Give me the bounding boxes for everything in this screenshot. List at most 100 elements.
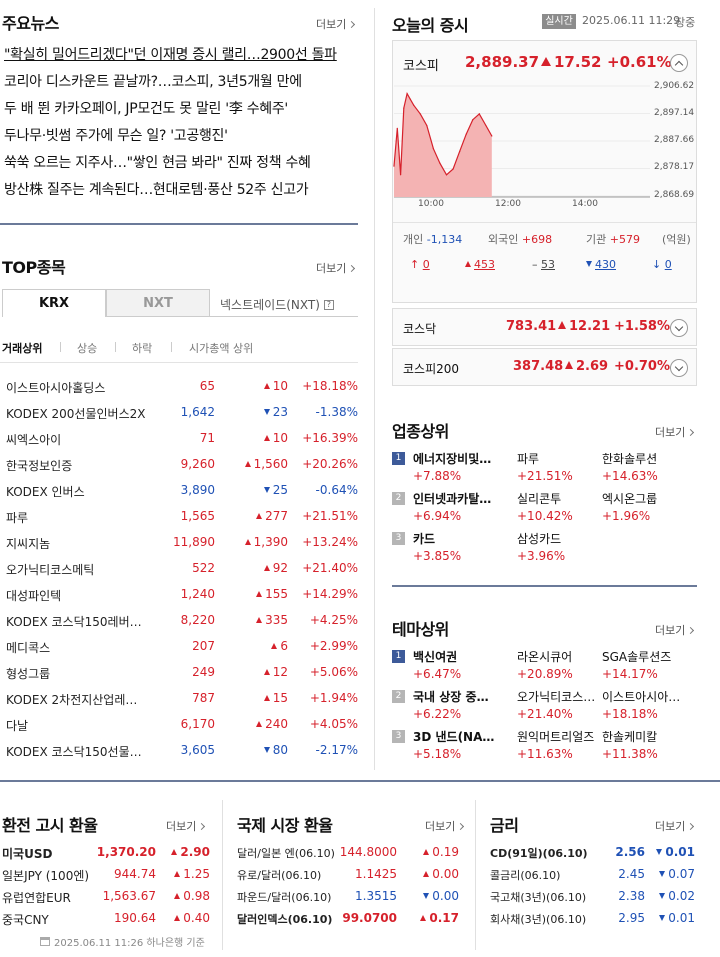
sectors-item[interactable]: 한화솔루션 +14.63% [602,450,687,483]
fx-name[interactable]: 중국CNY [2,913,49,927]
rate-name[interactable]: 회사채(3년)(06.10) [490,913,587,926]
table-row[interactable]: 다날 6,170 240 +4.05% [0,711,360,737]
news-item[interactable]: 코리아 디스카운트 끝날까?…코스피, 3년5개월 만에 [4,74,302,90]
tab-nxt[interactable]: NXT [106,289,210,317]
fx-row[interactable]: 일본JPY (100엔) 944.74 1.25 [2,867,214,889]
subtab-marketcap[interactable]: 시가총액 상위 [189,342,254,355]
intl-name[interactable]: 파운드/달러(06.10) [237,891,332,904]
themes-item[interactable]: SGA솔루션즈 +14.17% [602,648,687,681]
stock-name[interactable]: KODEX 2차전지산업레버리지 [6,693,146,707]
news-item[interactable]: 두나무·빗썸 주가에 무슨 일? '고공행진' [4,128,228,144]
expand-kospi200-button[interactable] [670,359,688,377]
sectors-item[interactable]: 엑시온그룹 +1.96% [602,490,687,523]
table-row[interactable]: 지씨지놈 11,890 1,390 +13.24% [0,529,360,555]
stock-name[interactable]: KODEX 코스닥150선물인버스 [6,745,146,759]
intl-row[interactable]: 유로/달러(06.10) 1.1425 0.00 [237,867,461,889]
stock-name[interactable]: 지씨지놈 [6,537,51,551]
table-row[interactable]: 형성그룹 249 12 +5.06% [0,659,360,685]
stock-name[interactable]: 한국정보인증 [6,459,73,473]
kosdaq-name[interactable]: 코스닥 [403,322,437,336]
sectors-item[interactable]: 삼성카드 +3.96% [517,530,602,563]
stock-name[interactable]: 오가닉티코스메틱 [6,563,95,577]
themes-item-name[interactable]: 원익머트리얼즈 [517,730,595,744]
stock-name[interactable]: 형성그룹 [6,667,51,681]
intl-name[interactable]: 유로/달러(06.10) [237,869,322,882]
sectors-item[interactable]: 카드 +3.85% [413,530,498,563]
stock-name[interactable]: KODEX 인버스 [6,485,85,499]
subtab-volume[interactable]: 거래상위 [2,342,43,355]
rate-name[interactable]: 콜금리(06.10) [490,869,561,882]
table-row[interactable]: KODEX 인버스 3,890 25 -0.64% [0,477,360,503]
rate-row[interactable]: CD(91일)(06.10) 2.56 0.01 [490,845,697,867]
sectors-item[interactable]: 파루 +21.51% [517,450,602,483]
stock-name[interactable]: 이스트아시아홀딩스 [6,381,106,395]
themes-item-name[interactable]: 3D 낸드(NAND) [413,730,498,744]
stock-name[interactable]: 메디콕스 [6,641,51,655]
intl-row[interactable]: 달러인덱스(06.10) 99.0700 0.17 [237,911,461,933]
stock-name[interactable]: KODEX 200선물인버스2X [6,407,146,421]
fx-name[interactable]: 미국USD [2,847,53,861]
themes-item[interactable]: 라온시큐어 +20.89% [517,648,602,681]
intl-more-link[interactable]: 더보기 [425,818,465,834]
table-row[interactable]: 이스트아시아홀딩스 65 10 +18.18% [0,373,360,399]
themes-item-name[interactable]: 라온시큐어 [517,650,573,664]
sectors-item[interactable]: 인터넷과카탈로그소매 +6.94% [413,490,498,523]
rates-more-link[interactable]: 더보기 [655,818,695,834]
themes-item[interactable]: 백신여권 +6.47% [413,648,498,681]
sectors-item-name[interactable]: 에너지장비및서비스 [413,452,498,466]
themes-item-name[interactable]: SGA솔루션즈 [602,650,672,664]
fx-row[interactable]: 중국CNY 190.64 0.40 [2,911,214,933]
news-item[interactable]: 쑥쑥 오르는 지주사…"쌓인 현금 봐라" 진짜 정책 수혜 [4,155,311,171]
flat-count[interactable]: – 53 [532,258,555,271]
kospi200-name[interactable]: 코스피200 [403,362,460,376]
themes-item[interactable]: 오가닉티코스메틱 +21.40% [517,688,602,721]
tab-krx[interactable]: KRX [2,289,106,317]
upper-limit-count[interactable]: ↑ 0 [410,258,430,271]
fx-name[interactable]: 유럽연합EUR [2,891,71,905]
falling-count[interactable]: 430 [586,258,616,271]
subtab-fall[interactable]: 하락 [132,342,153,355]
sectors-item-name[interactable]: 엑시온그룹 [602,492,658,506]
rate-row[interactable]: 콜금리(06.10) 2.45 0.07 [490,867,697,889]
collapse-kospi-button[interactable] [670,54,688,72]
fx-name[interactable]: 일본JPY (100엔) [2,869,90,883]
news-item[interactable]: "확실히 밀어드리겠다"던 이재명 증시 랠리…2900선 돌파 [4,47,337,63]
themes-item-name[interactable]: 국내 상장 중국기업 [413,690,498,704]
news-item[interactable]: 방산株 질주는 계속된다…현대로템·풍산 52주 신고가 [4,182,309,198]
table-row[interactable]: KODEX 2차전지산업레버리지 787 15 +1.94% [0,685,360,711]
sectors-item-name[interactable]: 삼성카드 [517,532,562,546]
intl-row[interactable]: 달러/일본 엔(06.10) 144.8000 0.19 [237,845,461,867]
themes-item[interactable]: 이스트아시아홀딩스 +18.18% [602,688,687,721]
sectors-item-name[interactable]: 파루 [517,452,540,466]
rate-name[interactable]: CD(91일)(06.10) [490,847,588,860]
table-row[interactable]: KODEX 200선물인버스2X 1,642 23 -1.38% [0,399,360,425]
sectors-item-name[interactable]: 카드 [413,532,436,546]
subtab-rise[interactable]: 상승 [77,342,98,355]
intl-row[interactable]: 파운드/달러(06.10) 1.3515 0.00 [237,889,461,911]
top-stocks-more-link[interactable]: 더보기 [316,260,356,276]
news-more-link[interactable]: 더보기 [316,16,356,32]
intl-name[interactable]: 달러/일본 엔(06.10) [237,847,335,860]
fx-row[interactable]: 미국USD 1,370.20 2.90 [2,845,214,867]
themes-item[interactable]: 원익머트리얼즈 +11.63% [517,728,602,761]
table-row[interactable]: 대성파인텍 1,240 155 +14.29% [0,581,360,607]
help-icon[interactable]: ? [323,299,334,310]
rate-row[interactable]: 회사채(3년)(06.10) 2.95 0.01 [490,911,697,933]
expand-kosdaq-button[interactable] [670,319,688,337]
rate-row[interactable]: 국고채(3년)(06.10) 2.38 0.02 [490,889,697,911]
themes-item[interactable]: 3D 낸드(NAND) +5.18% [413,728,498,761]
table-row[interactable]: KODEX 코스닥150선물인버스 3,605 80 -2.17% [0,737,360,763]
themes-item[interactable]: 한솔케미칼 +11.38% [602,728,687,761]
stock-name[interactable]: KODEX 코스닥150레버리지 [6,615,146,629]
table-row[interactable]: 오가닉티코스메틱 522 92 +21.40% [0,555,360,581]
sectors-item[interactable]: 실리콘투 +10.42% [517,490,602,523]
themes-item[interactable]: 국내 상장 중국기업 +6.22% [413,688,498,721]
table-row[interactable]: KODEX 코스닥150레버리지 8,220 335 +4.25% [0,607,360,633]
table-row[interactable]: 메디콕스 207 6 +2.99% [0,633,360,659]
fx-more-link[interactable]: 더보기 [166,818,206,834]
sectors-more-link[interactable]: 더보기 [655,424,695,440]
stock-name[interactable]: 대성파인텍 [6,589,62,603]
news-item[interactable]: 두 배 뛴 카카오페이, JP모건도 못 말린 '李 수혜주' [4,101,288,117]
stock-name[interactable]: 다날 [6,719,29,733]
themes-more-link[interactable]: 더보기 [655,622,695,638]
